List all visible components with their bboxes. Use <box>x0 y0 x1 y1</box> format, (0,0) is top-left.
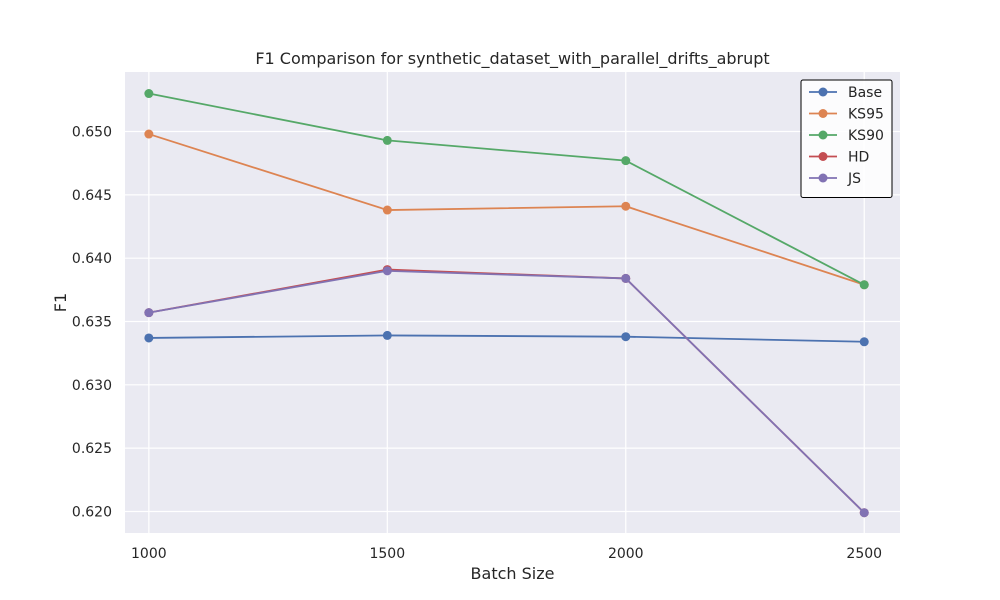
legend-swatch-marker <box>818 109 828 118</box>
data-point <box>382 135 392 145</box>
chart-title: F1 Comparison for synthetic_dataset_with… <box>255 49 769 69</box>
plot-area <box>125 72 900 533</box>
y-tick-label: 0.645 <box>72 188 112 204</box>
y-tick-label: 0.640 <box>72 251 112 267</box>
data-point <box>621 156 631 166</box>
legend-item-base: Base <box>809 85 882 101</box>
series-line <box>148 334 865 343</box>
data-point <box>382 266 392 276</box>
legend-label: HD <box>848 150 869 166</box>
legend-swatch-marker <box>818 130 828 140</box>
x-axis: 1000 1500 2000 2500 <box>131 546 882 562</box>
data-point <box>144 89 154 99</box>
data-point <box>144 333 154 343</box>
x-tick-label: 2500 <box>846 546 882 562</box>
x-axis-label: Batch Size <box>471 564 555 583</box>
series-js <box>144 266 869 518</box>
y-tick-label: 0.625 <box>72 441 112 457</box>
data-point <box>621 201 631 211</box>
x-tick-label: 1000 <box>131 546 167 562</box>
y-tick-label: 0.630 <box>72 378 112 394</box>
data-point <box>621 273 631 283</box>
legend-label: JS <box>847 171 861 187</box>
data-point <box>382 330 392 340</box>
series-base <box>144 330 869 347</box>
series-line <box>148 133 865 286</box>
data-point <box>621 332 631 342</box>
legend-swatch-marker <box>818 152 828 161</box>
y-tick-label: 0.635 <box>72 314 112 330</box>
series-ks90 <box>144 89 869 290</box>
data-point <box>859 337 869 347</box>
x-tick-label: 2000 <box>608 546 644 562</box>
legend-swatch-marker <box>818 173 828 183</box>
y-axis: 0.620 0.625 0.630 0.635 0.640 0.645 0.650 <box>72 125 112 521</box>
legend-item-ks90: KS90 <box>809 128 884 144</box>
data-point <box>859 280 869 290</box>
data-point <box>144 129 154 139</box>
legend: Base KS95 KS90 HD JS <box>800 79 893 198</box>
y-tick-label: 0.650 <box>72 125 112 141</box>
data-point <box>859 508 869 518</box>
grid <box>125 72 900 533</box>
legend-label: KS90 <box>848 128 884 144</box>
series-layer <box>144 89 869 518</box>
legend-item-ks95: KS95 <box>809 107 884 123</box>
legend-item-js: JS <box>809 171 861 187</box>
legend-swatch-marker <box>818 87 828 97</box>
data-point <box>382 205 392 215</box>
y-axis-label: F1 <box>51 293 70 312</box>
legend-label: Base <box>848 85 882 101</box>
y-tick-label: 0.620 <box>72 504 112 520</box>
series-line <box>148 269 865 514</box>
legend-label: KS95 <box>848 107 884 123</box>
series-line <box>148 92 865 286</box>
legend-item-hd: HD <box>809 150 869 166</box>
data-point <box>144 308 154 318</box>
x-tick-label: 1500 <box>369 546 405 562</box>
